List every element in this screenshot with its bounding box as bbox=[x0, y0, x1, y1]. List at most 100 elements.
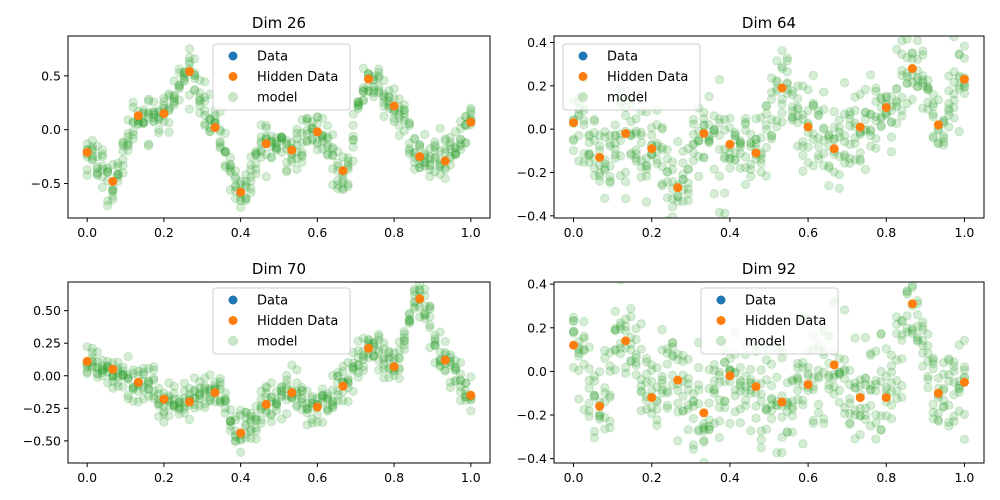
model-point bbox=[420, 311, 430, 321]
model-point bbox=[322, 391, 333, 402]
model-point bbox=[358, 354, 369, 365]
legend-box bbox=[562, 43, 701, 111]
model-point bbox=[148, 393, 159, 404]
model-point bbox=[636, 162, 646, 172]
model-point bbox=[912, 335, 923, 345]
model-point bbox=[683, 400, 693, 410]
model-point bbox=[918, 340, 928, 351]
model-point bbox=[138, 118, 149, 128]
model-point bbox=[435, 123, 445, 134]
model-point bbox=[328, 401, 338, 412]
model-point bbox=[855, 411, 865, 421]
model-point bbox=[772, 56, 782, 66]
model-point bbox=[118, 370, 128, 381]
model-point bbox=[918, 81, 928, 91]
model-point bbox=[704, 424, 714, 435]
model-point bbox=[730, 407, 740, 417]
model-point bbox=[662, 403, 673, 413]
model-point bbox=[374, 64, 384, 74]
model-point bbox=[195, 383, 205, 393]
model-point bbox=[215, 143, 225, 153]
model-point bbox=[445, 144, 456, 154]
model-point bbox=[281, 375, 292, 385]
model-point bbox=[845, 153, 855, 164]
legend-label: model bbox=[607, 91, 647, 106]
hidden-data-point bbox=[673, 375, 683, 385]
model-point bbox=[610, 153, 620, 163]
model-point bbox=[425, 171, 435, 182]
model-point bbox=[876, 113, 886, 124]
model-point bbox=[108, 383, 118, 393]
model-point bbox=[803, 362, 813, 373]
model-point bbox=[839, 150, 850, 160]
model-point bbox=[610, 306, 620, 317]
model-point bbox=[699, 113, 709, 124]
model-point bbox=[589, 390, 600, 401]
model-point bbox=[404, 316, 415, 326]
model-point bbox=[839, 109, 850, 119]
model-point bbox=[610, 344, 620, 355]
model-point bbox=[865, 141, 876, 152]
model-point bbox=[138, 117, 149, 127]
model-point bbox=[123, 140, 133, 151]
model-point bbox=[353, 346, 363, 356]
model-point bbox=[620, 176, 631, 187]
model-point bbox=[756, 396, 766, 406]
model-point bbox=[230, 411, 241, 422]
model-point bbox=[730, 155, 740, 165]
model-point bbox=[440, 365, 450, 375]
model-point bbox=[579, 344, 589, 355]
model-point bbox=[574, 365, 584, 376]
model-point bbox=[281, 166, 292, 177]
model-point bbox=[824, 181, 834, 191]
model-point bbox=[912, 336, 923, 346]
model-point bbox=[636, 386, 646, 396]
model-point bbox=[414, 285, 425, 295]
model-point bbox=[902, 286, 912, 296]
axes-frame bbox=[553, 35, 985, 219]
model-point bbox=[394, 373, 404, 384]
model-point bbox=[455, 141, 466, 151]
model-point bbox=[440, 134, 450, 144]
subplot-1: Dim 260.0 0.2 0.4 0.6 0.8 1.0−0.50.00.5DataHi… bbox=[31, 14, 491, 240]
model-point bbox=[128, 102, 138, 113]
model-point bbox=[620, 167, 631, 178]
model-point bbox=[384, 91, 394, 102]
model-point bbox=[938, 130, 949, 141]
model-point bbox=[907, 282, 918, 292]
model-point bbox=[636, 319, 646, 329]
model-point bbox=[174, 83, 184, 94]
model-point bbox=[414, 282, 425, 290]
model-point bbox=[871, 379, 881, 390]
model-point bbox=[215, 136, 225, 147]
model-point bbox=[215, 377, 225, 387]
model-point bbox=[813, 109, 824, 120]
model-point bbox=[87, 142, 98, 152]
model-point bbox=[399, 345, 410, 355]
model-point bbox=[777, 447, 787, 458]
model-point bbox=[455, 376, 466, 386]
model-point bbox=[230, 174, 241, 184]
model-point bbox=[368, 91, 379, 102]
hidden-data-point bbox=[699, 408, 709, 418]
model-point bbox=[928, 407, 938, 418]
model-point bbox=[918, 335, 928, 346]
model-point bbox=[949, 102, 959, 113]
model-point bbox=[918, 317, 928, 327]
model-point bbox=[200, 77, 210, 87]
model-point bbox=[798, 439, 808, 449]
model-point bbox=[266, 409, 277, 419]
model-point bbox=[667, 177, 678, 187]
model-point bbox=[450, 363, 461, 373]
model-point bbox=[944, 400, 954, 410]
model-point bbox=[766, 87, 777, 98]
model-point bbox=[923, 374, 933, 385]
model-point bbox=[118, 366, 128, 376]
model-point bbox=[343, 375, 353, 385]
x-tick-label: 0.4 bbox=[720, 225, 740, 240]
model-point bbox=[174, 403, 184, 413]
model-point bbox=[394, 345, 404, 356]
model-point bbox=[876, 329, 886, 339]
legend-label: Hidden Data bbox=[257, 314, 338, 329]
model-point bbox=[281, 135, 292, 146]
